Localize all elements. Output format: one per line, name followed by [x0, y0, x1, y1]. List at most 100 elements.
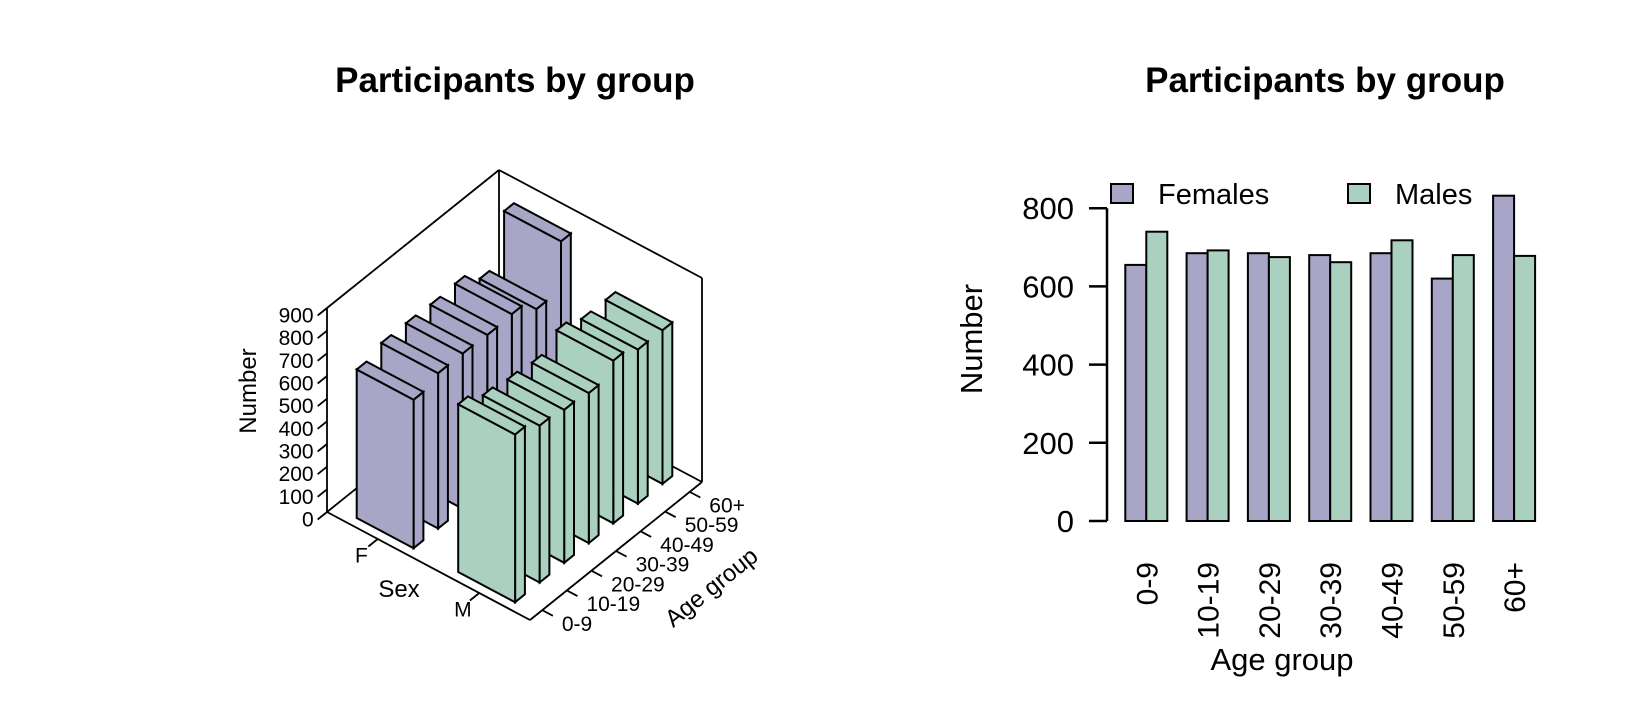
- age-tick-label: 0-9: [562, 613, 592, 636]
- bar-males-20-29: [1267, 256, 1291, 522]
- legend-entry-males: Males: [1347, 179, 1472, 211]
- y-tick-label: 600: [1022, 269, 1074, 304]
- y-tick-label: 800: [1022, 191, 1074, 226]
- bar-females-10-19: [1185, 252, 1209, 522]
- bar-females-50-59: [1430, 277, 1454, 522]
- bar-females-20-29: [1246, 252, 1270, 522]
- bar-side-face: [563, 399, 575, 565]
- z-tick: [317, 488, 328, 498]
- z-tick-label: 600: [279, 373, 314, 396]
- z-tick: [317, 397, 328, 407]
- legend: Females Males: [1110, 179, 1472, 211]
- bar-top-face: [354, 360, 426, 401]
- sex-axis-line: [326, 511, 531, 621]
- right-chart-title: Participants by group: [1145, 61, 1505, 100]
- age-tick: [664, 510, 677, 519]
- bar-side-face: [661, 320, 674, 486]
- bar-top-face: [480, 386, 552, 427]
- y-tick-label: 200: [1022, 426, 1074, 461]
- bar-top-face: [428, 295, 499, 337]
- y-tick-label: 400: [1022, 348, 1074, 383]
- age-tick: [615, 550, 628, 558]
- x-category-label: 50-59: [1438, 562, 1471, 639]
- right-x-axis-title: Age group: [1210, 642, 1354, 677]
- y-tick-label: 0: [1057, 504, 1074, 539]
- age-tick: [640, 530, 652, 538]
- z-tick-label: 500: [279, 395, 314, 418]
- age-tick-label: 50-59: [685, 514, 739, 537]
- bar-group-20-29: 20-29: [1246, 252, 1291, 639]
- sex-axis-ticks: FM: [355, 538, 480, 622]
- x-category-label: 60+: [1499, 562, 1532, 613]
- bar-top-face: [502, 202, 573, 243]
- bar-side-face: [538, 415, 551, 585]
- bar-side-face: [437, 363, 449, 531]
- left-wall-top-edge: [326, 169, 500, 309]
- bar-group-50-59: 50-59: [1430, 254, 1475, 639]
- bar-females-0-9: [1124, 263, 1148, 522]
- right-grouped-chart: 0 200 400 600 800 0-9 10-19 20-29 30-39 40-49 50-5…: [1022, 179, 1537, 639]
- bar-top-face: [505, 370, 576, 411]
- age-tick: [541, 609, 554, 617]
- bar-top-face: [404, 314, 475, 355]
- x-category-label: 0-9: [1131, 562, 1164, 605]
- z-tick-label: 300: [279, 441, 314, 464]
- z-tick-label: 800: [279, 327, 314, 350]
- bar-side-face: [514, 424, 526, 605]
- age-tick-label: 10-19: [586, 593, 640, 616]
- sex-tick: [469, 592, 480, 602]
- bar-group-40-49: 40-49: [1369, 239, 1414, 639]
- x-category-label: 30-39: [1315, 562, 1348, 639]
- sex-tick-label: F: [355, 545, 368, 568]
- bar-top-face: [530, 353, 601, 395]
- bar-top-face: [554, 321, 625, 362]
- legend-label: Females: [1158, 179, 1269, 211]
- age-tick-label: 40-49: [660, 534, 714, 557]
- bar-side-face: [587, 383, 600, 546]
- bar-side-face: [636, 339, 649, 506]
- z-tick: [317, 465, 328, 475]
- z-tick-label: 200: [279, 463, 314, 486]
- left-x-axis-title: Sex: [378, 576, 420, 603]
- bar-top-face: [456, 395, 527, 436]
- bar-group-10-19: 10-19: [1185, 249, 1230, 639]
- bar3d-F-0-9: [354, 360, 426, 551]
- z-tick-label: 100: [279, 486, 314, 509]
- legend-label: Males: [1395, 179, 1472, 211]
- z-tick: [317, 329, 328, 339]
- z-tick-label: 0: [302, 509, 314, 532]
- bar3d-M-0-9: [456, 395, 527, 605]
- x-category-label: 10-19: [1193, 562, 1226, 639]
- y-axis: 0 200 400 600 800: [1022, 191, 1109, 539]
- bar-top-face: [453, 274, 524, 316]
- bar-group-60+: 60+: [1492, 194, 1537, 613]
- bar-top-face: [477, 269, 549, 311]
- bar-males-40-49: [1390, 239, 1414, 523]
- right-wall-top-edge: [498, 169, 703, 279]
- legend-swatch-females: [1110, 183, 1134, 204]
- z-tick: [317, 420, 328, 430]
- bar-front-face: [457, 402, 517, 604]
- z-tick-label: 700: [279, 350, 314, 373]
- bar-males-60+: [1513, 254, 1537, 522]
- right-y-axis-title: Number: [954, 283, 989, 395]
- bar-side-face: [412, 389, 425, 551]
- bar-top-face: [379, 333, 450, 375]
- z-tick-label: 400: [279, 418, 314, 441]
- bar-females-60+: [1492, 194, 1516, 522]
- bar-males-0-9: [1145, 230, 1169, 522]
- age-tick-label: 60+: [709, 494, 745, 517]
- z-tick: [317, 352, 328, 362]
- legend-entry-females: Females: [1110, 179, 1269, 211]
- z-tick: [317, 443, 328, 453]
- bar-side-face: [612, 350, 625, 526]
- x-category-label: 20-29: [1254, 562, 1287, 639]
- age-tick: [566, 589, 578, 597]
- left-chart-title: Participants by group: [335, 61, 695, 100]
- z-tick: [317, 375, 328, 385]
- bar-front-face: [355, 367, 415, 550]
